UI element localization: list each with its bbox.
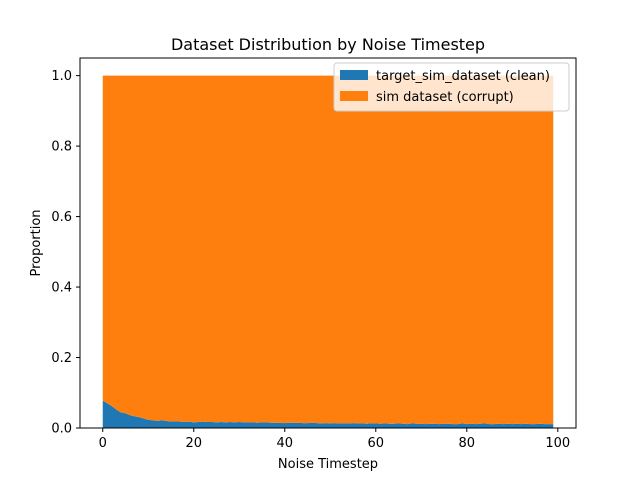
- area-series-1: [102, 400, 554, 428]
- legend-swatch-2: [340, 91, 368, 101]
- y-tick-label: 0.2: [51, 351, 72, 366]
- x-tick-label: 100: [545, 436, 570, 451]
- x-axis-title: Noise Timestep: [278, 457, 378, 472]
- plot-frame: [79, 57, 577, 429]
- legend-label-1: target_sim_dataset (clean): [376, 69, 550, 84]
- y-tick-label: 0.8: [51, 140, 72, 155]
- x-tick-label: 20: [185, 436, 202, 451]
- x-tick-label: 60: [368, 436, 385, 451]
- plot-areas: [102, 75, 554, 428]
- area-series-2: [102, 75, 554, 425]
- x-tick-label: 40: [276, 436, 293, 451]
- axes: 0 20 40 60 80 100 0.0 0.2 0.4 0.6 0.8 1.0: [51, 57, 577, 451]
- legend-swatch-1: [340, 70, 368, 80]
- x-tick-label: 80: [459, 436, 476, 451]
- y-tick-label: 0.4: [51, 281, 72, 296]
- chart-title: Dataset Distribution by Noise Timestep: [171, 35, 485, 54]
- y-tick-label: 0.0: [51, 422, 72, 437]
- legend-label-2: sim dataset (corrupt): [376, 90, 514, 105]
- x-tick-label: 0: [99, 436, 107, 451]
- legend-box: [333, 62, 570, 112]
- y-axis-title: Proportion: [29, 209, 44, 276]
- y-tick-label: 1.0: [51, 69, 72, 84]
- y-tick-label: 0.6: [51, 210, 72, 225]
- legend: target_sim_dataset (clean) sim dataset (c…: [333, 62, 570, 112]
